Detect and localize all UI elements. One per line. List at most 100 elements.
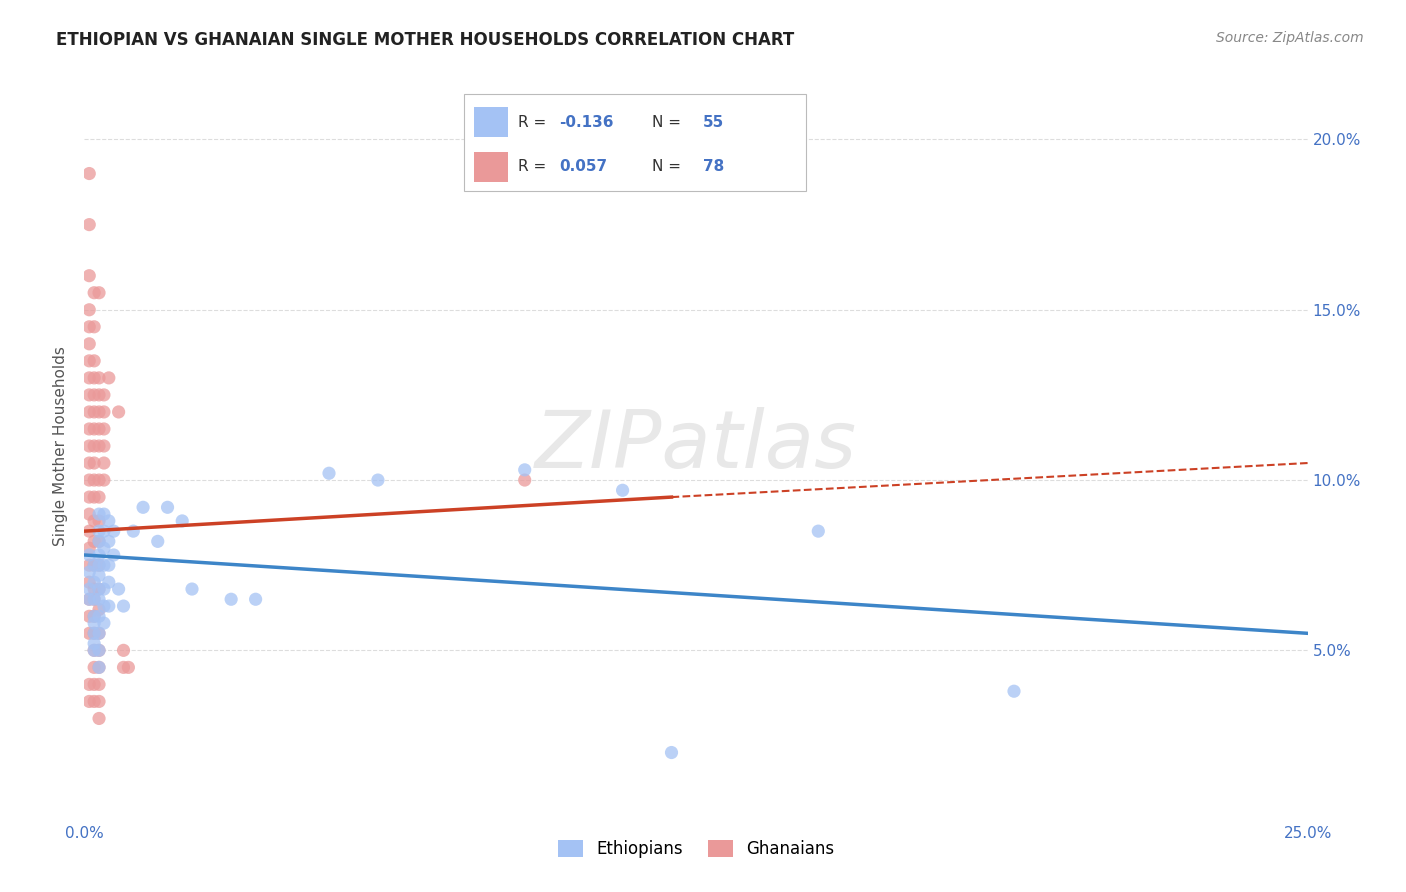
Point (97, 371, 120, 385)
Point (83, 643, 105, 657)
Point (77, 456, 100, 470)
Point (87, 592, 110, 607)
Point (77, 490, 100, 504)
Point (77, 473, 100, 487)
Point (77, 575, 100, 590)
Point (83, 319, 105, 334)
Point (77, 371, 100, 385)
Point (83, 636, 105, 650)
Point (513, 463, 536, 477)
Text: ETHIOPIAN VS GHANAIAN SINGLE MOTHER HOUSEHOLDS CORRELATION CHART: ETHIOPIAN VS GHANAIAN SINGLE MOTHER HOUS… (56, 31, 794, 49)
Point (87, 558, 110, 573)
Point (83, 582, 105, 596)
Point (93, 558, 115, 573)
Point (83, 405, 105, 419)
Point (97, 575, 120, 590)
Point (87, 490, 110, 504)
Point (87, 534, 110, 549)
Point (87, 507, 110, 521)
Point (87, 473, 110, 487)
Text: Source: ZipAtlas.com: Source: ZipAtlas.com (1216, 31, 1364, 45)
Point (107, 582, 129, 596)
Point (93, 616, 115, 631)
Point (83, 558, 105, 573)
Point (87, 582, 110, 596)
Point (245, 592, 267, 607)
Point (77, 677, 100, 691)
Point (87, 285, 110, 300)
Text: ZIPatlas: ZIPatlas (534, 407, 858, 485)
Point (83, 643, 105, 657)
Point (77, 218, 100, 232)
Point (77, 167, 100, 181)
Point (181, 582, 204, 596)
Point (156, 500, 179, 515)
Point (83, 558, 105, 573)
Point (97, 599, 120, 613)
Point (97, 534, 120, 549)
Point (83, 592, 105, 607)
Y-axis label: Single Mother Households: Single Mother Households (53, 346, 69, 546)
Point (93, 599, 115, 613)
Point (77, 405, 100, 419)
Point (318, 467, 340, 481)
Point (661, 746, 683, 760)
Point (83, 694, 105, 708)
Point (77, 507, 100, 521)
Point (77, 609, 100, 624)
Point (93, 541, 115, 556)
Point (77, 336, 100, 351)
Point (77, 592, 100, 607)
Point (83, 388, 105, 402)
Point (612, 483, 634, 498)
Point (87, 422, 110, 436)
Point (77, 592, 100, 607)
Point (83, 609, 105, 624)
Point (93, 582, 115, 596)
Point (87, 643, 110, 657)
Point (87, 388, 110, 402)
Point (77, 524, 100, 538)
Point (93, 439, 115, 453)
Point (97, 514, 120, 528)
Point (83, 626, 105, 640)
Point (93, 388, 115, 402)
Legend: Ethiopians, Ghanaians: Ethiopians, Ghanaians (551, 833, 841, 864)
Point (87, 660, 110, 674)
Point (83, 285, 105, 300)
Point (87, 568, 110, 582)
Point (87, 660, 110, 674)
Point (132, 500, 155, 515)
Point (83, 677, 105, 691)
Point (83, 534, 105, 549)
Point (83, 456, 105, 470)
Point (87, 609, 110, 624)
Point (83, 609, 105, 624)
Point (117, 660, 139, 674)
Point (77, 439, 100, 453)
Point (513, 473, 536, 487)
Point (87, 602, 110, 616)
Point (93, 405, 115, 419)
Point (77, 319, 100, 334)
Point (83, 660, 105, 674)
Point (77, 694, 100, 708)
Point (77, 354, 100, 368)
Point (87, 694, 110, 708)
Point (172, 514, 194, 528)
Point (87, 524, 110, 538)
Point (112, 599, 135, 613)
Point (83, 371, 105, 385)
Point (77, 626, 100, 640)
Point (112, 643, 135, 657)
Point (93, 524, 115, 538)
Point (77, 565, 100, 579)
Point (77, 422, 100, 436)
Point (77, 388, 100, 402)
Point (83, 422, 105, 436)
Point (367, 473, 389, 487)
Point (219, 592, 242, 607)
Point (83, 626, 105, 640)
Point (83, 354, 105, 368)
Point (87, 626, 110, 640)
